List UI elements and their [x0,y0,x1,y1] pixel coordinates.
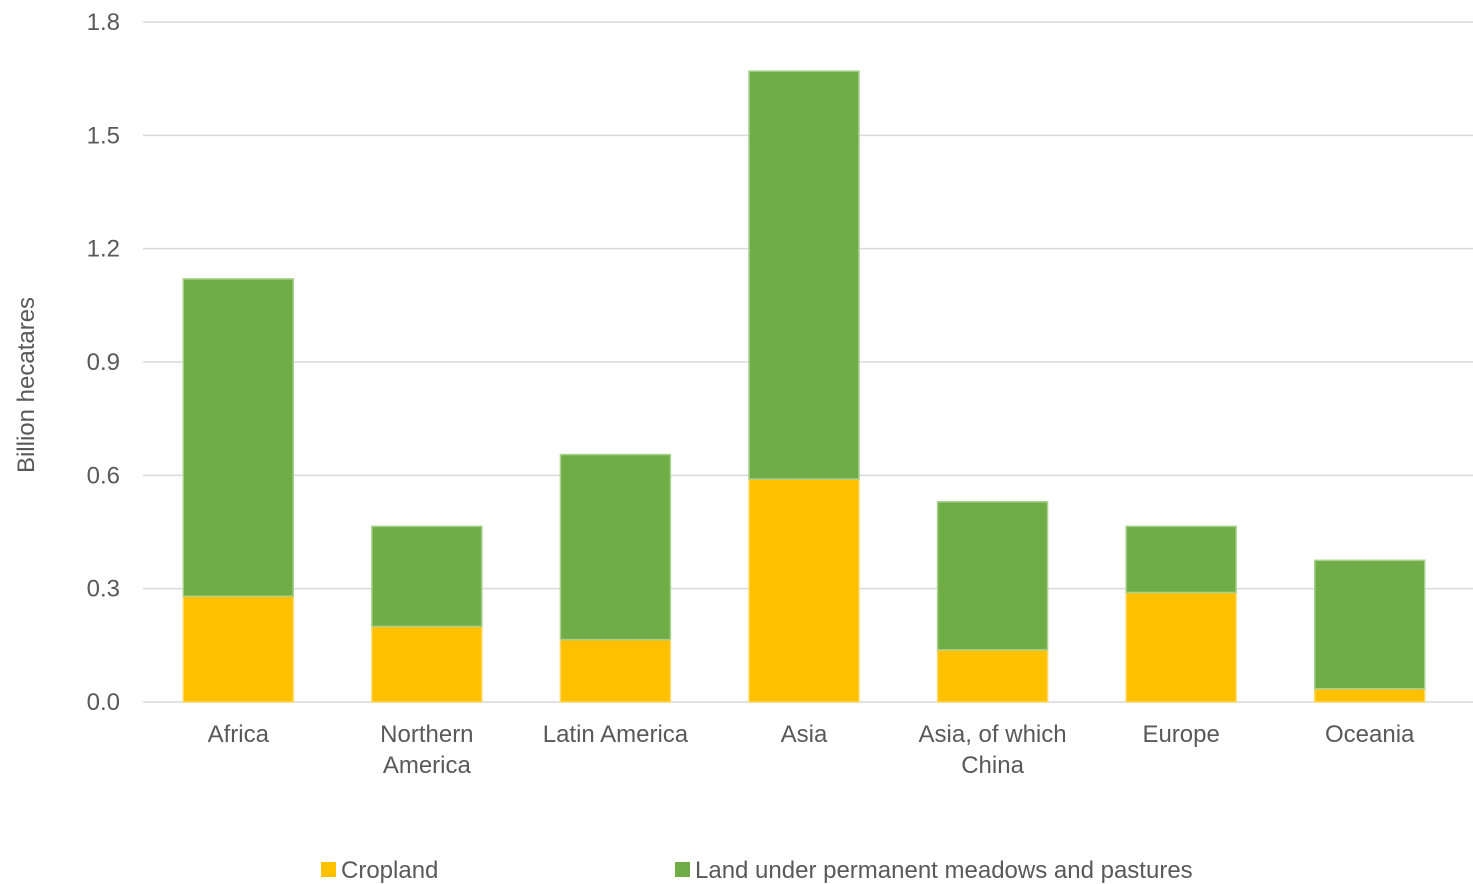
bar-cropland [1126,592,1236,702]
bar-pasture [183,279,293,596]
x-category-label: Asia [781,721,828,748]
y-tick-label: 0.0 [87,689,120,716]
x-category-label: Asia, of which [919,721,1067,748]
x-category-label: America [383,752,472,779]
bar-pasture [1126,526,1236,592]
bar-pasture [560,455,670,640]
bar-pasture [372,526,482,626]
y-tick-label: 0.9 [87,349,120,376]
y-tick-label: 0.3 [87,576,120,603]
bar-cropland [560,640,670,702]
x-category-label: Africa [208,721,270,748]
legend-swatch [321,862,336,877]
bar-pasture [1315,560,1425,688]
y-tick-label: 1.5 [87,122,120,149]
bar-cropland [183,596,293,702]
bar-pasture [749,71,859,479]
legend-label: Cropland [341,857,438,884]
bar-cropland [749,479,859,702]
legend-label: Land under permanent meadows and pasture… [695,857,1193,884]
y-tick-label: 0.6 [87,462,120,489]
x-category-label: China [961,752,1024,779]
bars [183,71,1424,702]
legend-swatch [675,862,690,877]
bar-cropland [372,626,482,702]
y-axis-ticks: 0.0 0.3 0.6 0.9 1.2 1.5 1.8 [87,9,120,716]
x-axis-categories: Africa Northern America Latin America Asia As… [208,721,1415,779]
bar-pasture [938,502,1048,650]
y-axis-title: Billion hecatares [13,297,40,473]
bar-cropland [938,650,1048,702]
x-category-label: Europe [1142,721,1219,748]
y-tick-label: 1.2 [87,236,120,263]
x-category-label: Northern [380,721,473,748]
legend: Cropland Land under permanent meadows and… [321,857,1193,884]
y-tick-label: 1.8 [87,9,120,36]
x-category-label: Oceania [1325,721,1415,748]
bar-cropland [1315,689,1425,702]
x-category-label: Latin America [543,721,689,748]
